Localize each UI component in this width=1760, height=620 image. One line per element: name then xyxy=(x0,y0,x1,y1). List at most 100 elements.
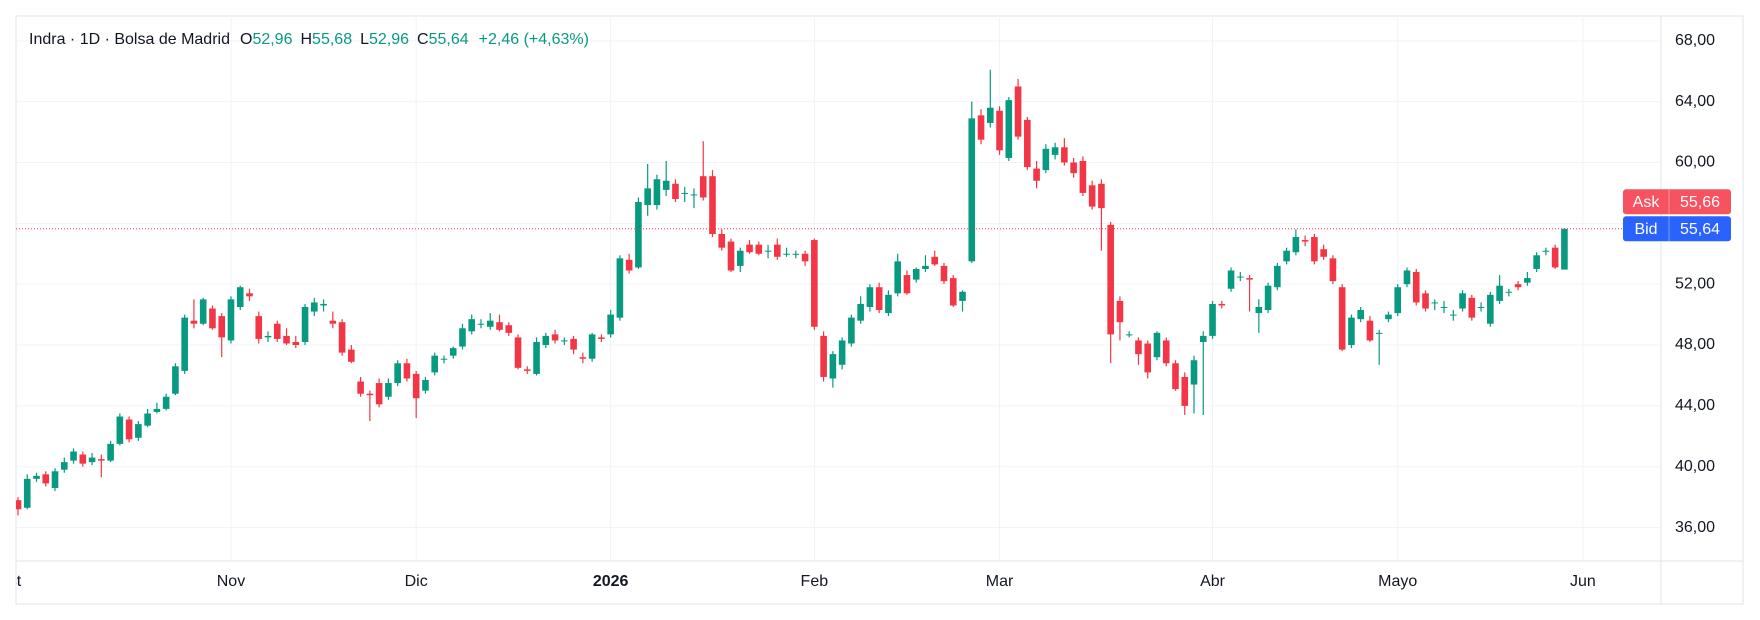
candle-body xyxy=(1088,185,1096,207)
candle-body xyxy=(1005,100,1013,158)
candle-body xyxy=(1190,360,1198,385)
candle-body xyxy=(1079,160,1087,193)
candle-body xyxy=(70,451,77,461)
x-tick-label: Nov xyxy=(217,573,245,590)
candle-body xyxy=(329,320,337,324)
candle-body xyxy=(199,299,207,324)
y-tick-label: 52,00 xyxy=(1675,275,1715,292)
quote-value: 55,64 xyxy=(1680,221,1720,238)
candle-body xyxy=(857,303,864,321)
candle-body xyxy=(412,373,420,399)
candle-body xyxy=(1301,240,1309,242)
candle-body xyxy=(88,457,96,463)
candle-body xyxy=(1375,332,1383,334)
candle-body xyxy=(1125,334,1133,336)
candle-body xyxy=(1153,332,1161,358)
candle-body xyxy=(366,393,374,396)
candle-body xyxy=(1394,287,1402,314)
candle-body xyxy=(894,261,901,294)
ohlc-value: 55,68 xyxy=(312,31,352,48)
candle-body xyxy=(1199,335,1207,342)
candle-body xyxy=(764,250,772,252)
quote-label: Bid xyxy=(1634,221,1657,238)
candle-body xyxy=(922,265,929,269)
candle-body xyxy=(1477,306,1485,308)
candles xyxy=(16,69,1661,516)
candle-body xyxy=(811,240,818,327)
candle-body xyxy=(236,287,244,307)
candle-body xyxy=(1227,270,1235,289)
quote-badge xyxy=(1623,216,1731,242)
x-tick-label: Dic xyxy=(405,573,428,590)
candle-body xyxy=(1431,302,1439,304)
candle-body xyxy=(1107,224,1114,335)
candle-body xyxy=(1505,291,1513,293)
candle-body xyxy=(1024,119,1031,168)
candle-body xyxy=(607,314,614,335)
candle-body xyxy=(523,369,531,371)
candle-body xyxy=(218,316,226,338)
candle-body xyxy=(394,363,401,384)
candle-body xyxy=(644,188,651,206)
ohlc-label: C xyxy=(417,31,429,48)
candle-body xyxy=(1116,300,1124,323)
candle-body xyxy=(1422,293,1429,309)
candle-body xyxy=(801,253,809,262)
candle-body xyxy=(60,462,68,470)
candle-body xyxy=(820,335,827,377)
x-tick-label: Abr xyxy=(1200,573,1226,590)
candle-body xyxy=(23,478,31,508)
candle-body xyxy=(579,357,587,359)
candle-body xyxy=(181,317,188,371)
candle-body xyxy=(1561,228,1568,270)
candle-body xyxy=(33,475,40,479)
candle-body xyxy=(107,443,114,461)
candle-body xyxy=(1440,306,1448,308)
candle-body xyxy=(311,302,318,312)
candle-body xyxy=(1218,303,1226,306)
y-tick-label: 68,00 xyxy=(1675,32,1715,49)
candle-body xyxy=(422,380,429,391)
candle-body xyxy=(98,459,105,461)
candle-body xyxy=(385,383,392,397)
candle-body xyxy=(1449,314,1457,316)
candle-body xyxy=(357,381,364,394)
ohlc-label: H xyxy=(300,31,312,48)
candle-body xyxy=(1070,162,1077,174)
candle-body xyxy=(468,319,476,332)
candle-body xyxy=(625,259,633,271)
candle-body xyxy=(949,278,957,306)
y-tick-label: 60,00 xyxy=(1675,154,1715,171)
candle-body xyxy=(505,325,513,333)
candle-body xyxy=(681,192,689,194)
candle-body xyxy=(1524,278,1531,283)
candle-body xyxy=(561,340,568,342)
legend-header: Indra · 1D · Bolsa de Madrid O52,96 H55,68… xyxy=(29,31,589,48)
candle-body xyxy=(1033,168,1040,181)
candle-body xyxy=(690,194,698,196)
ohlc-value: 55,64 xyxy=(429,31,469,48)
candle-body xyxy=(866,287,874,307)
ohlc-value: 52,96 xyxy=(369,31,409,48)
candle-body xyxy=(727,241,735,271)
candle-body xyxy=(1209,303,1216,336)
candle-body xyxy=(1274,265,1281,288)
candle-body xyxy=(616,258,624,318)
candle-body xyxy=(709,176,716,234)
candle-body xyxy=(283,335,290,344)
candle-body xyxy=(51,471,59,488)
candle-body xyxy=(190,320,198,324)
candle-body xyxy=(588,334,596,359)
candle-body xyxy=(1412,272,1420,303)
candle-body xyxy=(940,265,948,282)
candle-body xyxy=(273,323,281,339)
candle-body xyxy=(1135,340,1142,355)
candle-body xyxy=(42,474,50,484)
candle-body xyxy=(718,233,726,248)
candle-body xyxy=(1551,247,1559,268)
candle-body xyxy=(653,179,661,206)
candle-body xyxy=(1338,287,1346,350)
candle-body xyxy=(635,202,642,268)
